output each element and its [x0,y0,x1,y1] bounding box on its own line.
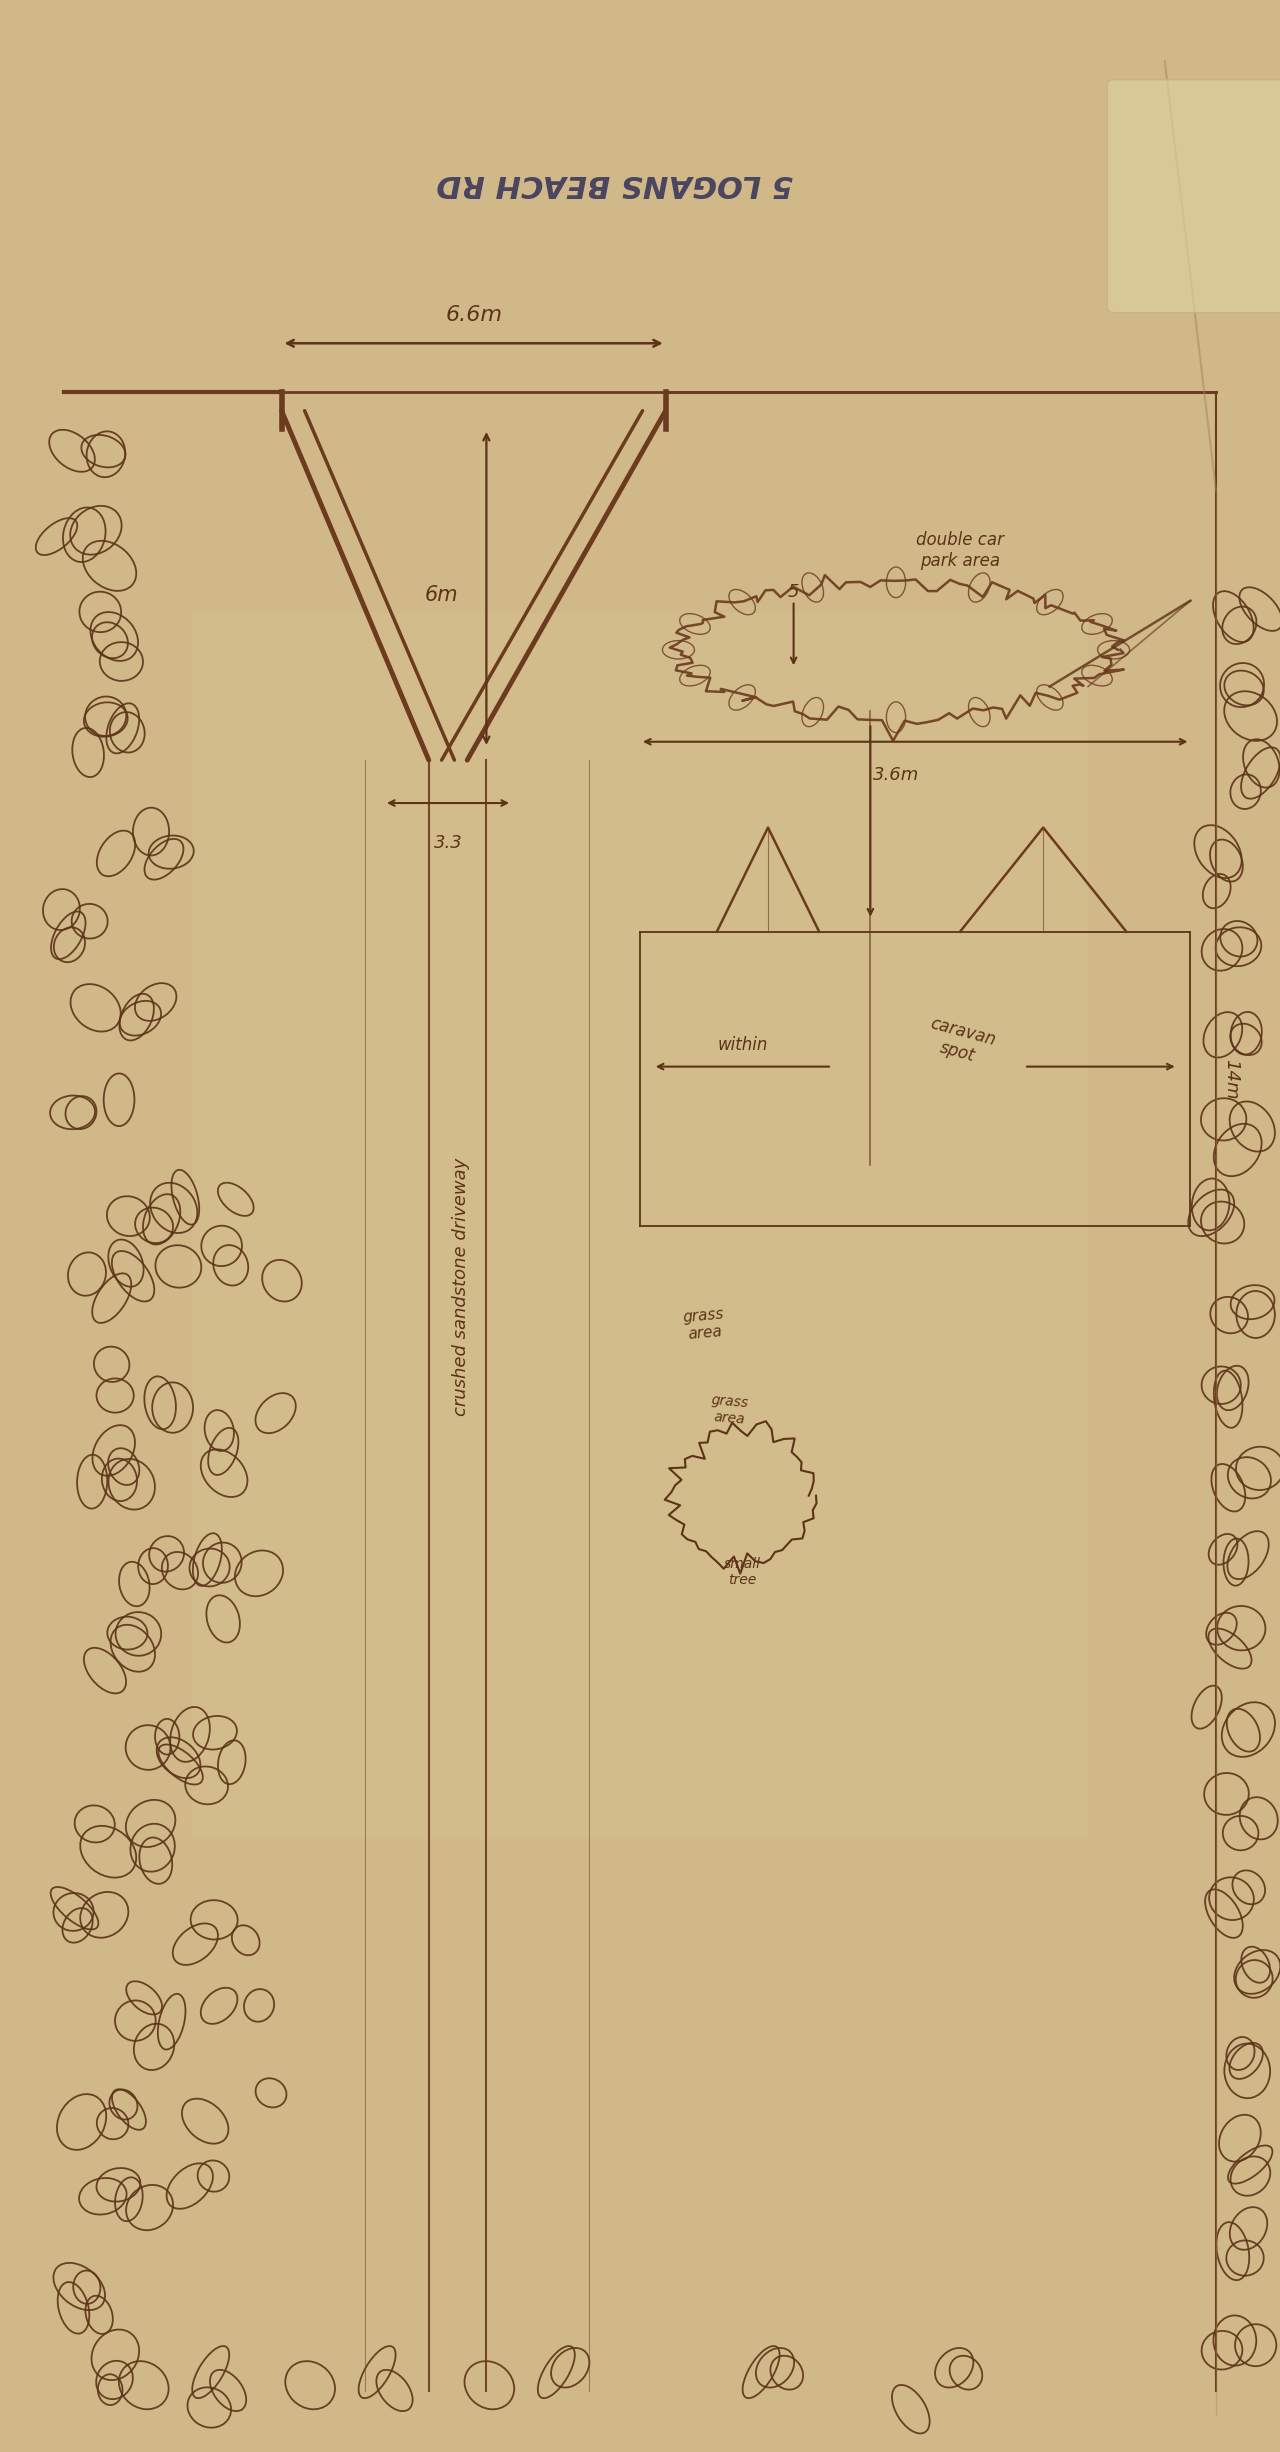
Text: 5: 5 [788,584,799,601]
Text: double car
park area: double car park area [916,532,1004,569]
Text: 3.3: 3.3 [434,834,462,851]
Text: caravan
spot: caravan spot [923,1015,997,1069]
Text: within: within [717,1037,768,1054]
Text: crushed sandstone driveway: crushed sandstone driveway [452,1157,470,1417]
Text: small
tree: small tree [724,1557,760,1586]
Text: 14m: 14m [1222,1059,1240,1098]
Bar [192,613,1088,1839]
Text: grass
area: grass area [682,1307,726,1341]
Text: 3.6m: 3.6m [873,765,919,785]
Text: 5 LOGANS BEACH RD: 5 LOGANS BEACH RD [436,169,792,199]
Text: 6.6m: 6.6m [445,304,502,326]
Text: grass
area: grass area [709,1393,750,1427]
Text: 6m: 6m [425,584,458,606]
FancyBboxPatch shape [1107,78,1280,314]
